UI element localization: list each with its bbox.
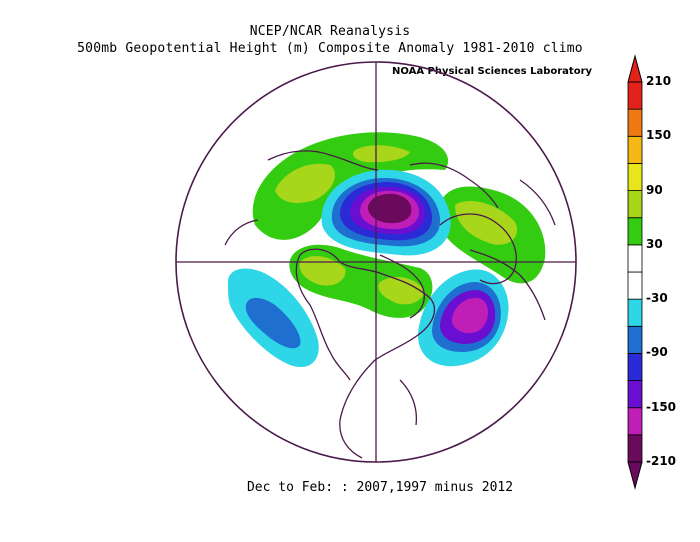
colorbar-tick-label: 150 xyxy=(646,128,672,143)
colorbar-bin xyxy=(627,108,643,137)
colorbar-bin xyxy=(627,244,643,273)
colorbar-bin xyxy=(627,271,643,300)
colorbar-min-arrow xyxy=(627,461,643,490)
anomaly-siberia-high-core xyxy=(275,163,335,203)
credit-label: NOAA Physical Sciences Laboratory xyxy=(392,66,593,77)
colorbar-bin xyxy=(627,163,643,191)
colorbar-bin xyxy=(627,380,643,409)
colorbar-tick-label: -150 xyxy=(646,399,677,414)
colorbar-tick-label: 30 xyxy=(646,236,663,251)
colorbar-bin xyxy=(627,298,643,327)
coastlines xyxy=(224,150,556,459)
colorbar xyxy=(627,54,643,490)
footer-caption: Dec to Feb: : 2007,1997 minus 2012 xyxy=(246,480,514,495)
colorbar-bin xyxy=(627,81,643,110)
colorbar-bin xyxy=(627,434,643,463)
colorbar-tick-label: -210 xyxy=(646,454,677,468)
colorbar-tick-label: -30 xyxy=(646,291,668,306)
chart-subtitle: 500mb Geopotential Height (m) Composite … xyxy=(77,41,583,56)
colorbar-max-arrow xyxy=(627,54,643,83)
colorbar-bin xyxy=(627,190,643,219)
anomaly-field xyxy=(224,132,556,459)
colorbar-bin xyxy=(627,135,643,164)
chart-title: NCEP/NCAR Reanalysis xyxy=(249,24,411,39)
colorbar-bin xyxy=(627,353,643,381)
colorbar-bin xyxy=(627,217,643,246)
colorbar-tick-label: 90 xyxy=(646,182,663,197)
colorbar-bin xyxy=(627,325,643,354)
colorbar-tick-label: 210 xyxy=(646,74,672,88)
colorbar-tick-label: -90 xyxy=(646,345,668,360)
colorbar-bin xyxy=(627,407,643,436)
